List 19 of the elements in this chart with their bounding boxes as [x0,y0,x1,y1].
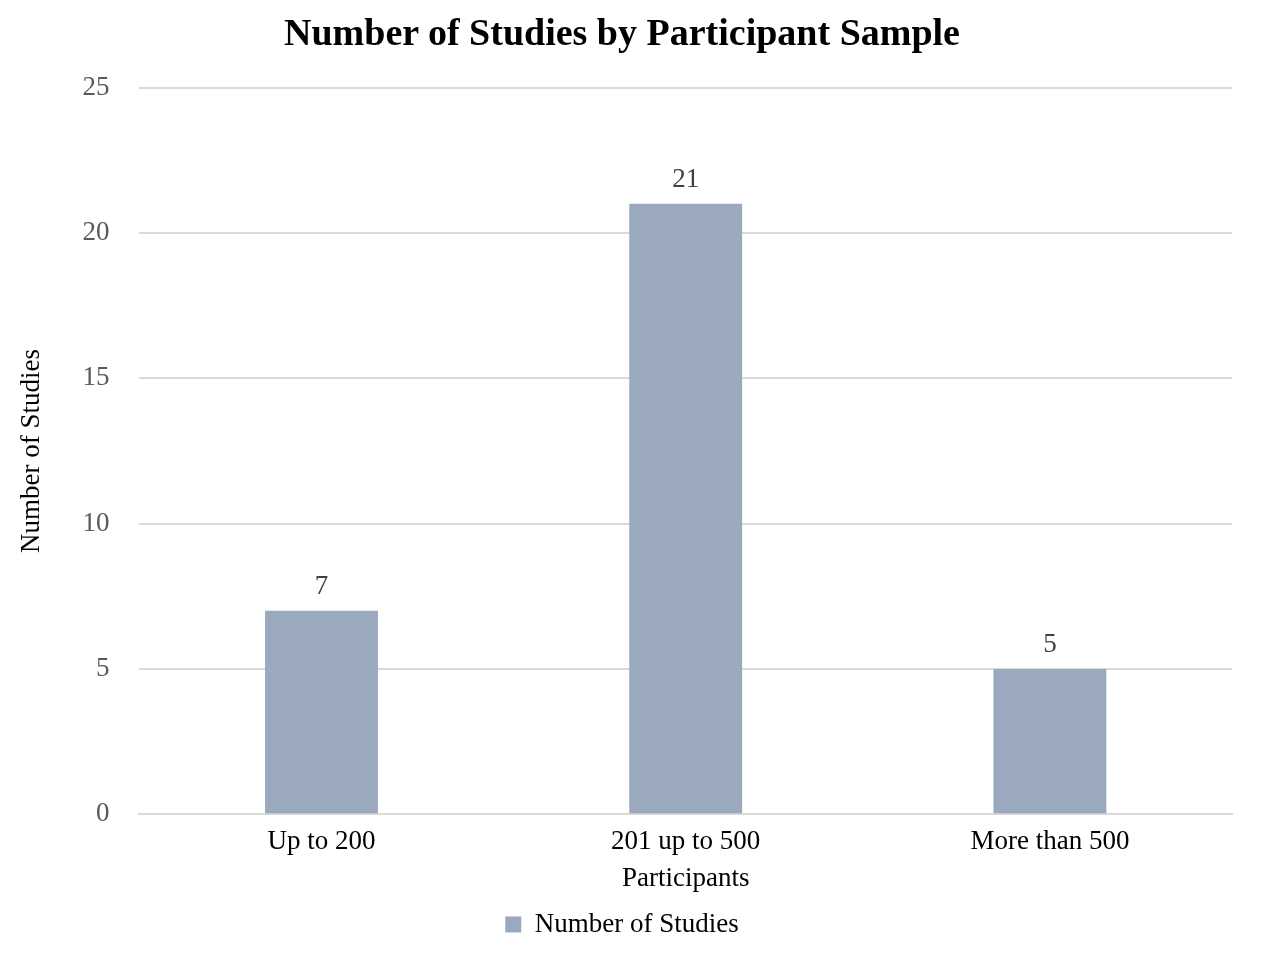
y-tick-label: 25 [82,70,110,101]
legend-label: Number of Studies [534,907,739,938]
x-tick-label: 201 up to 500 [611,825,761,856]
bar [993,668,1107,814]
chart-title: Number of Studies by Participant Sample [284,10,960,53]
x-tick-label: Up to 200 [267,825,376,856]
y-tick-label: 0 [95,797,110,828]
data-label: 5 [1043,628,1057,659]
y-axis-title: Number of Studies [15,348,46,553]
data-label: 7 [314,570,329,601]
y-tick-label: 20 [82,216,110,247]
data-label: 21 [672,163,700,194]
x-axis-title: Participants [621,861,750,892]
y-tick-label: 5 [95,651,110,682]
y-tick-label: 15 [82,361,110,392]
x-tick-label: More than 500 [970,825,1130,856]
bar [629,203,743,814]
y-tick-label: 10 [82,506,110,537]
bar [265,610,378,814]
